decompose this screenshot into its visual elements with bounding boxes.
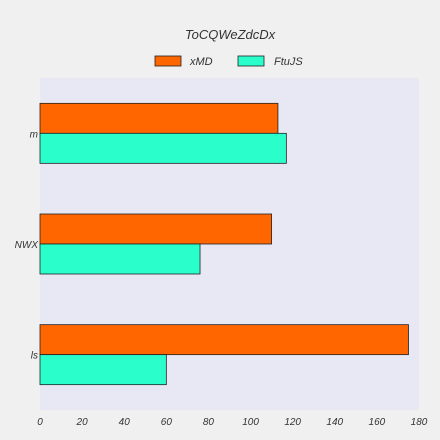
category-label-nwx: NWX [15, 240, 39, 251]
category-label-m: m [30, 129, 38, 140]
legend-swatch-xmd [154, 55, 182, 67]
x-tick-label: 100 [242, 417, 259, 428]
x-tick-label: 80 [203, 417, 215, 428]
bars-group [39, 102, 409, 386]
legend: xMD FtuJS [154, 55, 303, 68]
bar-ftujs-m [39, 132, 287, 164]
bar-xmd-nwx [39, 213, 273, 245]
category-label-ls: ls [31, 351, 38, 362]
legend-swatch-ftujs [237, 55, 265, 67]
x-tick-label: 0 [37, 417, 43, 428]
x-tick-label: 60 [161, 417, 173, 428]
bar-ftujs-ls [39, 354, 167, 386]
x-tick-label: 140 [326, 417, 343, 428]
bar-ftujs-nwx [39, 243, 201, 275]
legend-label-xmd: xMD [189, 56, 213, 68]
x-tick-label: 120 [284, 417, 301, 428]
x-tick-label: 20 [76, 417, 89, 428]
legend-label-ftujs: FtuJS [274, 56, 303, 68]
category-axis: m NWX ls [15, 129, 39, 361]
value-axis: 0 20 40 60 80 100 120 140 160 180 [37, 417, 428, 428]
chart-title: ToCQWeZdcDx [185, 27, 276, 42]
bar-xmd-m [39, 102, 279, 134]
x-tick-label: 160 [369, 417, 386, 428]
x-tick-label: 180 [411, 417, 428, 428]
bar-xmd-ls [39, 324, 409, 356]
x-tick-label: 40 [119, 417, 131, 428]
